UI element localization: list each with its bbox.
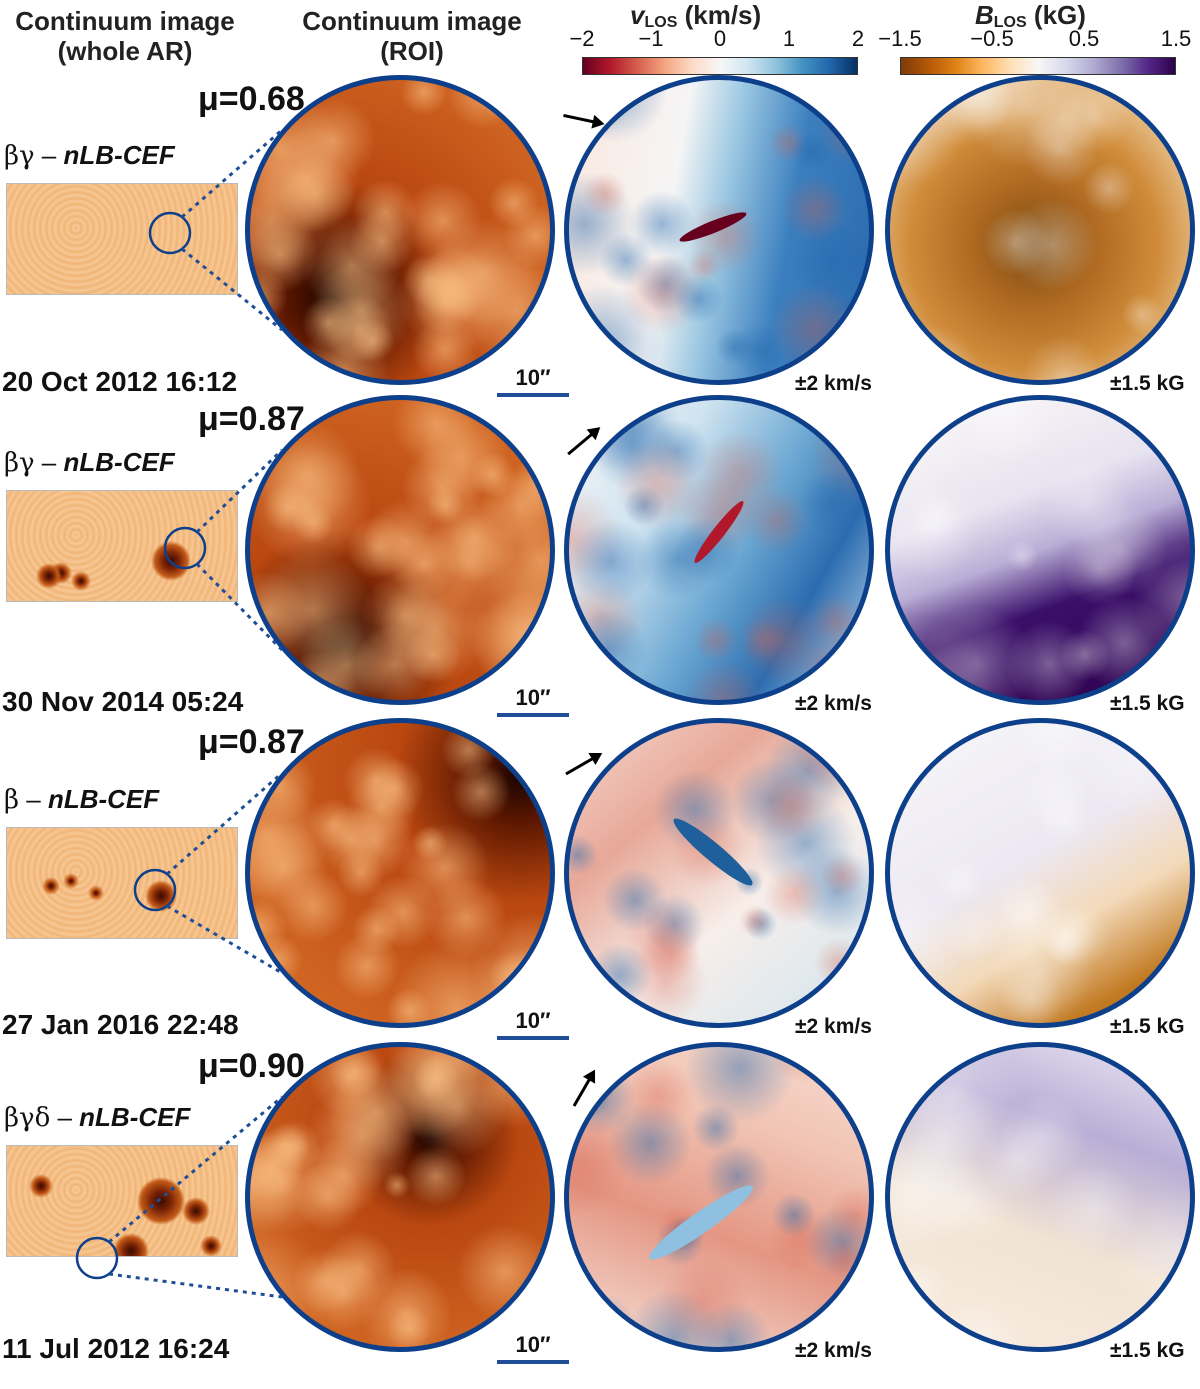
vlos-range-label: ±2 km/s	[795, 1339, 872, 1362]
observation-date: 11 Jul 2012 16:24	[2, 1333, 230, 1364]
zoom-connector-line	[195, 562, 284, 652]
hale-class: βγ	[4, 448, 35, 478]
roi-continuum-image	[245, 1042, 555, 1352]
zoom-connector-line	[166, 771, 283, 876]
scale-bar	[497, 393, 569, 397]
mu-label: μ=0.87	[198, 400, 305, 438]
colorbar-tick-label: 0.5	[1068, 26, 1100, 51]
blos-map	[885, 395, 1195, 705]
observation-date: 20 Oct 2012 16:12	[2, 366, 238, 397]
mu-label: μ=0.68	[198, 80, 305, 118]
zoom-connector-line	[195, 448, 284, 534]
scale-bar-label: 10′′	[515, 1008, 551, 1033]
zoom-connector-line	[108, 1095, 283, 1244]
vlos-var: v	[630, 0, 645, 30]
blos-map	[885, 718, 1195, 1028]
colorbar-tick-label: 2	[851, 26, 865, 51]
observation-date: 27 Jan 2016 22:48	[2, 1009, 239, 1040]
vlos-range-label: ±2 km/s	[795, 1015, 872, 1038]
mu-label: μ=0.87	[198, 723, 305, 761]
blos-range-label: ±1.5 kG	[1110, 1015, 1185, 1038]
class-separator: –	[19, 784, 48, 814]
lb-type-tag: nLB-CEF	[79, 1102, 191, 1132]
blos-unit: (kG)	[1033, 0, 1086, 30]
vlos-map	[564, 718, 874, 1028]
vlos-unit: (km/s)	[684, 0, 762, 30]
scale-bar-label: 10′′	[515, 365, 551, 390]
blos-sub: LOS	[993, 14, 1027, 31]
scale-bar	[497, 1360, 569, 1364]
header-roi: Continuum image (ROI)	[262, 6, 562, 66]
ar-class-label: βγ – nLB-CEF	[4, 447, 175, 478]
zoom-connector-line	[166, 904, 283, 975]
roi-marker-circle	[133, 868, 177, 912]
disk-center-arrow-icon	[563, 113, 605, 129]
zoom-connector-line	[181, 128, 283, 219]
vlos-colorbar-title: vLOS (km/s)	[630, 0, 761, 32]
hale-class: βγδ	[4, 1103, 51, 1133]
roi-continuum-image	[245, 75, 555, 385]
vlos-colorbar	[582, 57, 858, 75]
colorbar-tick-label: −0.5	[970, 26, 1014, 51]
disk-center-arrow-icon	[567, 427, 601, 456]
colorbar-tick-label: −2	[569, 26, 595, 51]
roi-marker-circle	[75, 1236, 119, 1280]
colorbar-tick-label: 0	[713, 26, 727, 51]
header-roi-line1: Continuum image	[302, 6, 522, 36]
roi-marker-circle	[148, 211, 192, 255]
observation-date: 30 Nov 2014 05:24	[2, 686, 244, 717]
blos-colorbar	[900, 57, 1176, 75]
ar-class-label: βγ – nLB-CEF	[4, 140, 175, 171]
vlos-map	[564, 395, 874, 705]
blos-var: B	[975, 0, 994, 30]
blos-colorbar-title: BLOS (kG)	[975, 0, 1086, 32]
colorbar-tick-label: 1	[782, 26, 796, 51]
hale-class: β	[4, 785, 20, 815]
header-roi-line2: (ROI)	[380, 36, 444, 66]
blos-range-label: ±1.5 kG	[1110, 692, 1185, 715]
scale-bar	[497, 713, 569, 717]
class-separator: –	[50, 1102, 80, 1132]
colorbar-tick-label: −1	[638, 26, 664, 51]
lb-type-tag: nLB-CEF	[63, 447, 175, 477]
whole-ar-continuum-thumbnail	[6, 490, 238, 602]
blos-range-label: ±1.5 kG	[1110, 1339, 1185, 1362]
zoom-connector-line	[108, 1272, 283, 1299]
hale-class: βγ	[4, 141, 35, 171]
vlos-map	[564, 1042, 874, 1352]
header-whole-ar-line2: (whole AR)	[57, 36, 193, 66]
vlos-range-label: ±2 km/s	[795, 372, 872, 395]
mu-label: μ=0.90	[198, 1047, 305, 1085]
zoom-connector-line	[181, 247, 283, 332]
ar-class-label: β – nLB-CEF	[4, 784, 159, 815]
roi-marker-circle	[163, 526, 207, 570]
roi-continuum-image	[245, 718, 555, 1028]
class-separator: –	[34, 447, 64, 477]
disk-center-arrow-icon	[572, 1069, 596, 1107]
blos-map	[885, 75, 1195, 385]
blos-map	[885, 1042, 1195, 1352]
roi-continuum-image	[245, 395, 555, 705]
disk-center-arrow-icon	[565, 752, 603, 776]
colorbar-tick-label: 1.5	[1160, 26, 1192, 51]
scale-bar-label: 10′′	[515, 1332, 551, 1357]
scale-bar-label: 10′′	[515, 685, 551, 710]
header-whole-ar-line1: Continuum image	[15, 6, 235, 36]
whole-ar-continuum-thumbnail	[6, 1145, 238, 1257]
vlos-map	[564, 75, 874, 385]
lb-type-tag: nLB-CEF	[47, 784, 160, 814]
lb-type-tag: nLB-CEF	[63, 140, 175, 170]
header-whole-ar: Continuum image (whole AR)	[0, 6, 250, 66]
vlos-range-label: ±2 km/s	[795, 692, 872, 715]
whole-ar-continuum-thumbnail	[6, 183, 238, 295]
blos-range-label: ±1.5 kG	[1110, 372, 1185, 395]
ar-class-label: βγδ – nLB-CEF	[4, 1102, 190, 1133]
vlos-sub: LOS	[644, 14, 678, 31]
colorbar-tick-label: −1.5	[878, 26, 922, 51]
whole-ar-continuum-thumbnail	[6, 827, 238, 939]
class-separator: –	[34, 140, 64, 170]
scale-bar	[497, 1036, 569, 1040]
